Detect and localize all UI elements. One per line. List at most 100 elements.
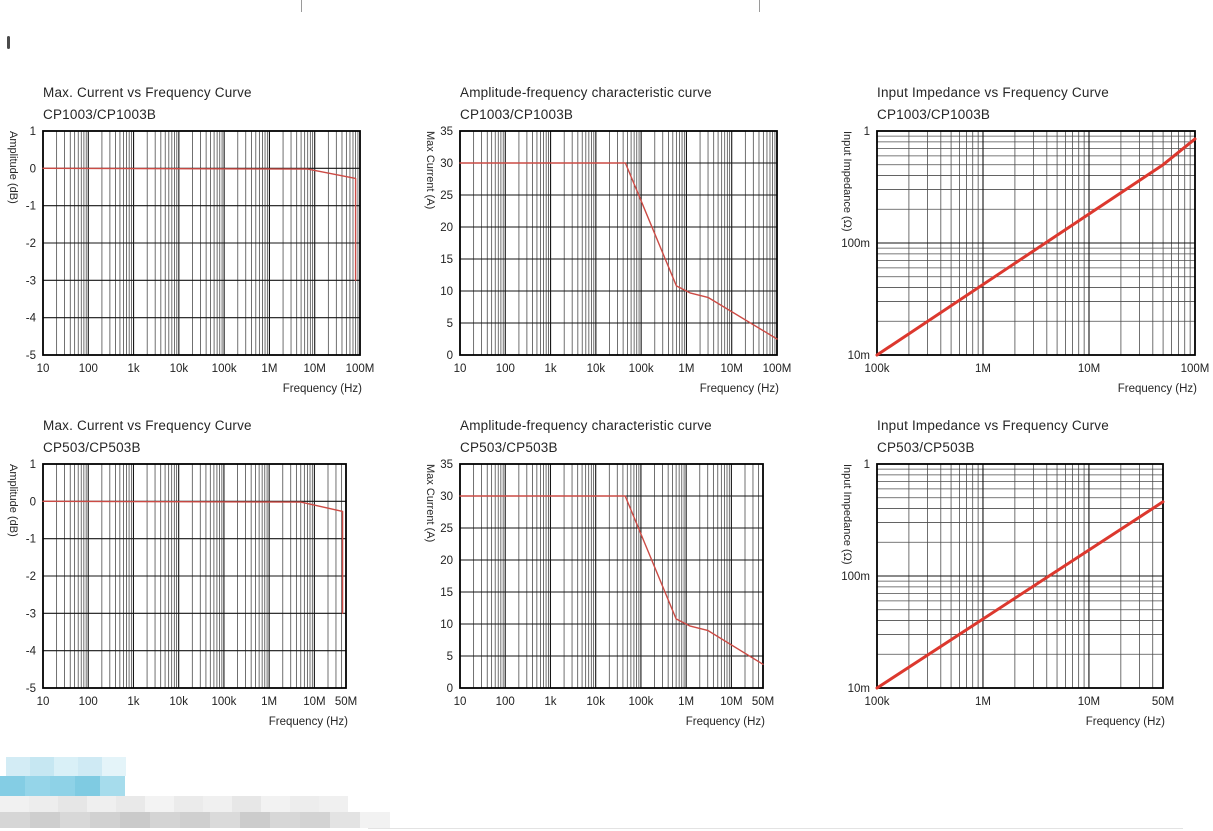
redacted-mosaic-cell bbox=[360, 812, 390, 828]
x-tick-label: 50M bbox=[335, 696, 357, 708]
y-tick-label: -5 bbox=[26, 683, 36, 695]
chart-title: Input Impedance vs Frequency Curve bbox=[877, 85, 1109, 100]
y-axis-label: Max Current (A) bbox=[424, 131, 436, 210]
y-tick-label: 5 bbox=[447, 318, 453, 330]
redacted-mosaic-cell bbox=[29, 796, 58, 812]
chart-subtitle: CP503/CP503B bbox=[43, 440, 141, 455]
x-tick-label: 1M bbox=[975, 363, 991, 375]
redacted-mosaic-cell bbox=[100, 776, 125, 796]
y-tick-label: -4 bbox=[26, 313, 37, 325]
curve-max-current bbox=[459, 162, 778, 340]
y-axis-label: Input Impedance (Ω) bbox=[841, 464, 853, 565]
redacted-mosaic-cell bbox=[30, 757, 54, 776]
x-axis-label: Frequency (Hz) bbox=[1117, 383, 1197, 395]
redacted-mosaic-cell bbox=[0, 796, 29, 812]
plot-frame bbox=[459, 463, 764, 689]
redacted-mosaic-cell bbox=[270, 812, 300, 828]
x-axis-label: Frequency (Hz) bbox=[699, 383, 779, 395]
x-tick-label: 1M bbox=[261, 696, 277, 708]
y-tick-label: 100m bbox=[841, 571, 870, 583]
x-tick-label: 100k bbox=[865, 696, 890, 708]
x-tick-label: 10k bbox=[170, 363, 189, 375]
y-tick-label: -4 bbox=[26, 646, 37, 658]
x-tick-label: 10M bbox=[1078, 363, 1100, 375]
x-tick-label: 1k bbox=[127, 696, 139, 708]
x-axis-label: Frequency (Hz) bbox=[1085, 716, 1165, 728]
x-tick-label: 10M bbox=[720, 696, 742, 708]
plot-frame bbox=[42, 463, 347, 689]
y-tick-label: 0 bbox=[447, 683, 453, 695]
y-tick-label: 30 bbox=[440, 158, 453, 170]
y-tick-label: 30 bbox=[440, 491, 453, 503]
curve-amplitude-response bbox=[42, 500, 344, 615]
redacted-mosaic-cell bbox=[116, 796, 145, 812]
y-tick-label: -5 bbox=[26, 350, 36, 362]
x-tick-label: 10 bbox=[454, 696, 467, 708]
redacted-mosaic-cell bbox=[300, 812, 330, 828]
x-tick-label: 10 bbox=[454, 363, 467, 375]
x-tick-label: 10M bbox=[304, 363, 326, 375]
redacted-mosaic-cell bbox=[54, 757, 78, 776]
x-tick-label: 1M bbox=[975, 696, 991, 708]
x-tick-label: 1M bbox=[261, 363, 277, 375]
y-tick-label: 0 bbox=[30, 163, 36, 175]
chart-subtitle: CP1003/CP1003B bbox=[43, 107, 157, 122]
redacted-mosaic-cell bbox=[145, 796, 174, 812]
redacted-mosaic-cell bbox=[0, 776, 25, 796]
y-tick-label: 20 bbox=[440, 555, 453, 567]
x-tick-label: 100M bbox=[763, 363, 792, 375]
x-tick-label: 50M bbox=[752, 696, 774, 708]
y-tick-label: -2 bbox=[26, 238, 36, 250]
page-edge-tick bbox=[301, 0, 302, 12]
x-tick-label: 100M bbox=[1181, 363, 1210, 375]
page-edge-tick bbox=[759, 0, 760, 12]
chart-title: Amplitude-frequency characteristic curve bbox=[460, 418, 712, 433]
redacted-mosaic-cell bbox=[78, 757, 102, 776]
x-tick-label: 1k bbox=[127, 363, 139, 375]
y-tick-label: 100m bbox=[841, 238, 870, 250]
x-tick-label: 100k bbox=[865, 363, 890, 375]
chart-title: Max. Current vs Frequency Curve bbox=[43, 418, 252, 433]
x-tick-label: 10 bbox=[37, 363, 50, 375]
redacted-mosaic-cell bbox=[180, 812, 210, 828]
y-tick-label: 0 bbox=[447, 350, 453, 362]
redacted-mosaic-cell bbox=[203, 796, 232, 812]
chart-title: Input Impedance vs Frequency Curve bbox=[877, 418, 1109, 433]
x-tick-label: 100k bbox=[211, 696, 236, 708]
plot-frame bbox=[42, 130, 361, 356]
y-axis-label: Input Impedance (Ω) bbox=[841, 131, 853, 232]
x-tick-label: 100 bbox=[79, 363, 98, 375]
redacted-mosaic-cell bbox=[150, 812, 180, 828]
x-tick-label: 100 bbox=[79, 696, 98, 708]
plot-area: 10 100 1k 10k 100k 1M 10M 50M 35 30 25 20 15 10 5 0 bbox=[440, 459, 774, 708]
x-tick-label: 100 bbox=[496, 363, 515, 375]
x-tick-label: 100k bbox=[629, 363, 654, 375]
chart-subtitle: CP503/CP503B bbox=[460, 440, 558, 455]
y-tick-label: 25 bbox=[440, 523, 453, 535]
x-tick-label: 100M bbox=[346, 363, 375, 375]
redacted-mosaic-cell bbox=[290, 796, 319, 812]
x-axis-label: Frequency (Hz) bbox=[685, 716, 765, 728]
curve-amplitude-response bbox=[42, 167, 357, 282]
y-tick-label: 10 bbox=[440, 619, 453, 631]
redacted-mosaic-cell bbox=[75, 776, 100, 796]
chart-title: Amplitude-frequency characteristic curve bbox=[460, 85, 712, 100]
x-tick-label: 10k bbox=[587, 363, 606, 375]
x-tick-label: 10k bbox=[586, 696, 605, 708]
y-tick-label: -3 bbox=[26, 275, 36, 287]
redacted-mosaic-cell bbox=[174, 796, 203, 812]
x-tick-label: 10M bbox=[721, 363, 743, 375]
plot-frame bbox=[876, 130, 1196, 356]
y-axis-label: Max Current (A) bbox=[424, 464, 436, 543]
x-tick-label: 100k bbox=[212, 363, 237, 375]
x-tick-label: 10M bbox=[303, 696, 325, 708]
x-tick-label: 1M bbox=[678, 363, 694, 375]
redacted-mosaic-cell bbox=[30, 812, 60, 828]
redacted-mosaic-cell bbox=[232, 796, 261, 812]
y-tick-label: 10 bbox=[440, 286, 453, 298]
y-tick-label: 0 bbox=[30, 496, 36, 508]
x-tick-label: 1k bbox=[544, 696, 556, 708]
chart-title: Max. Current vs Frequency Curve bbox=[43, 85, 252, 100]
redacted-mosaic-cell bbox=[240, 812, 270, 828]
